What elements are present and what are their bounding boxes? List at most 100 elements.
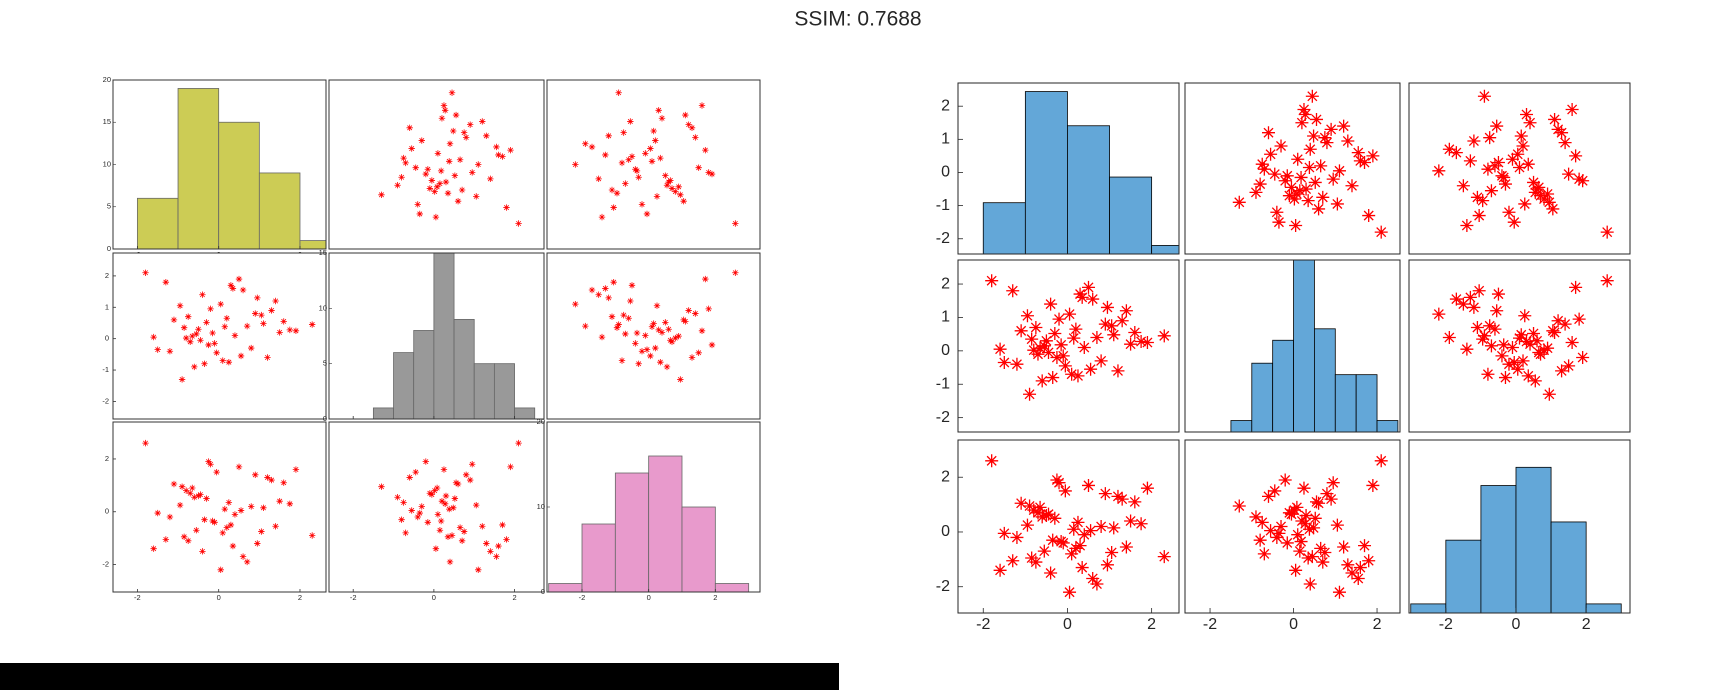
scatter-point: [1134, 334, 1148, 348]
scatter-point: [434, 511, 442, 518]
scatter-point: [495, 542, 502, 550]
scatter-point: [1232, 195, 1246, 209]
scatter-point: [1298, 107, 1312, 121]
scatter-point: [1314, 159, 1328, 173]
scatter-point: [1094, 354, 1108, 368]
scatter-point: [695, 349, 702, 356]
scatter-point: [1075, 290, 1089, 304]
x-tick-label: -2: [1439, 616, 1453, 633]
scatter-point: [458, 537, 466, 544]
y-tick-label: 2: [941, 468, 950, 485]
scatter-point: [258, 528, 265, 535]
scatter-point: [264, 474, 271, 481]
scatter-point: [418, 503, 425, 510]
panel-background: [113, 253, 326, 419]
panel: [958, 440, 1179, 613]
scatter-point: [1523, 116, 1537, 130]
histogram-bar: [648, 455, 683, 592]
scatter-point: [1551, 122, 1565, 136]
x-tick-label: 2: [512, 593, 516, 602]
scatter-point: [1058, 359, 1072, 373]
scatter-point: [452, 479, 460, 486]
scatter-point: [239, 553, 247, 560]
scatter-point: [203, 495, 210, 502]
scatter-point: [400, 154, 407, 162]
scatter-point: [1067, 522, 1081, 536]
scatter-point: [1456, 179, 1470, 193]
histogram-tick-label: 10: [319, 303, 327, 312]
scatter-point: [665, 326, 672, 333]
panel-frame: [328, 79, 545, 250]
scatter-point: [1498, 371, 1512, 385]
scatter-point: [254, 540, 261, 547]
scatter-point: [622, 180, 629, 187]
panel: [1185, 83, 1400, 254]
histogram-bar: [1334, 374, 1357, 432]
panel-background: [547, 253, 760, 419]
scatter-point: [1528, 374, 1542, 388]
scatter-point: [650, 127, 657, 135]
scatter-point: [1537, 192, 1551, 206]
scatter-point: [1157, 329, 1171, 343]
histogram-bar: [548, 583, 583, 592]
scatter-point: [1046, 371, 1060, 385]
scatter-point: [456, 156, 464, 163]
panel-background: [329, 80, 544, 249]
scatter-point: [643, 346, 651, 353]
histogram-bar: [493, 363, 515, 419]
panel-background: [958, 260, 1179, 432]
scatter-point: [1050, 351, 1064, 365]
scatter-point: [1282, 189, 1296, 203]
scatter-point: [1472, 209, 1486, 223]
scatter-point: [605, 132, 612, 140]
scatter-point: [627, 297, 634, 305]
scatter-point: [431, 487, 438, 494]
scatter-point: [1071, 515, 1085, 529]
histogram-bar: [413, 330, 435, 419]
scatter-point: [1330, 197, 1344, 211]
x-tick-label: 0: [1063, 616, 1072, 633]
scatter-point: [732, 269, 739, 276]
scatter-point: [615, 321, 622, 328]
scatter-point: [1063, 585, 1077, 599]
scatter-point: [1314, 541, 1328, 555]
scatter-point: [499, 153, 506, 160]
scatter-point: [1316, 190, 1330, 204]
scatter-point: [402, 159, 409, 167]
scatter-point: [1035, 510, 1049, 524]
scatter-point: [462, 134, 470, 141]
scatter-point: [499, 521, 506, 529]
scatter-point: [705, 305, 712, 313]
scatter-point: [446, 558, 454, 566]
x-tick-label: 0: [1512, 616, 1521, 633]
y-tick-label: -1: [936, 197, 950, 214]
scatter-point: [440, 102, 448, 109]
scatter-point: [1301, 194, 1315, 208]
scatter-point: [154, 346, 161, 353]
scatter-point: [227, 282, 235, 289]
panel: [113, 253, 326, 419]
scatter-point: [462, 471, 470, 478]
scatter-point: [424, 519, 432, 526]
scatter-point: [433, 183, 441, 191]
scatter-point: [1284, 507, 1298, 521]
scatter-point: [1272, 526, 1286, 540]
scatter-point: [605, 294, 612, 302]
histogram-tick-label: 0: [541, 587, 545, 596]
scatter-point: [698, 102, 706, 109]
scatter-point: [1432, 164, 1446, 178]
scatter-point: [207, 461, 214, 468]
panel-frame: [957, 82, 1180, 255]
scatter-point: [1548, 112, 1562, 126]
panel: [1185, 260, 1400, 432]
scatter-point: [1514, 129, 1528, 143]
scatter-point: [1374, 225, 1388, 239]
scatter-point: [437, 517, 445, 525]
scatter-point: [1312, 202, 1326, 216]
scatter-point: [1098, 317, 1112, 331]
scatter-point: [487, 548, 494, 555]
scatter-point: [495, 151, 502, 159]
scatter-point: [1324, 492, 1338, 506]
scatter-point: [1488, 322, 1502, 336]
scatter-point: [692, 134, 699, 141]
